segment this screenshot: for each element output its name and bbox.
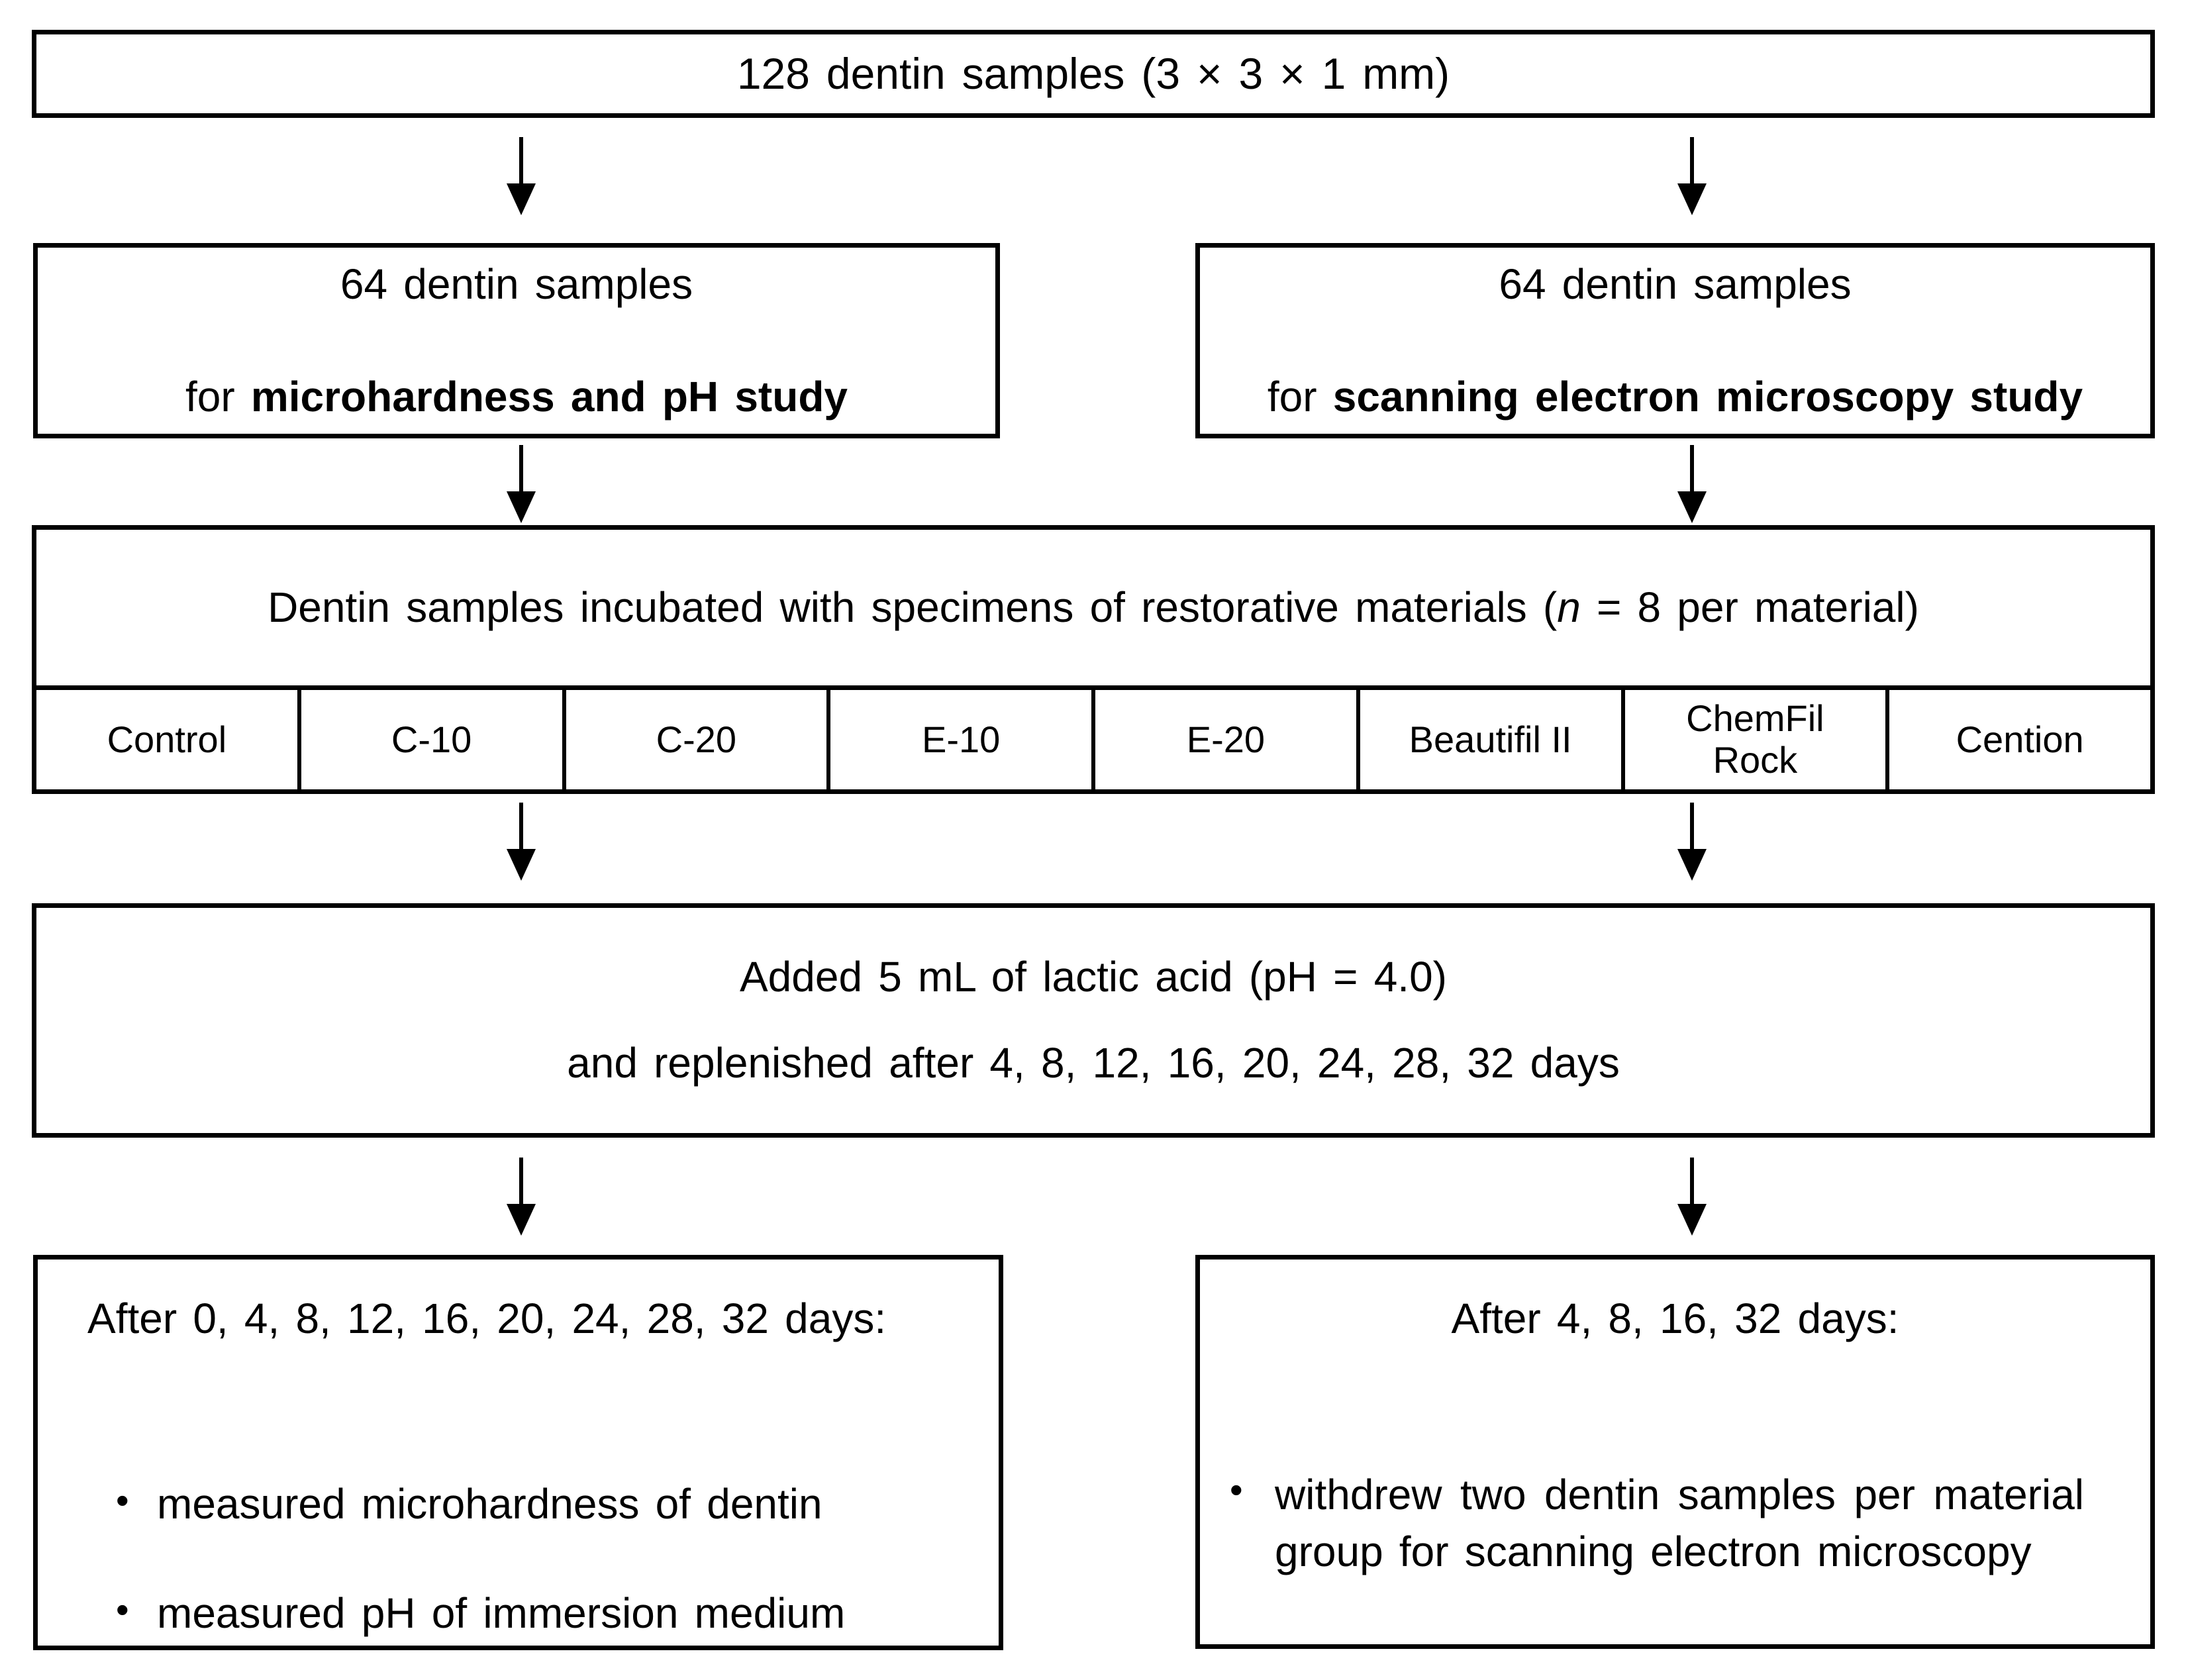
acid-line1: Added 5 mL of lactic acid (pH = 4.0) xyxy=(739,953,1447,1001)
material-cell-chemfil-rock: ChemFil Rock xyxy=(1625,690,1890,789)
outcome-right-bullet-1: withdrew two dentin samples per material… xyxy=(1275,1471,2084,1576)
bullet-icon: • xyxy=(116,1479,129,1521)
arrow-shaft xyxy=(519,1158,523,1204)
lactic-acid-box: Added 5 mL of lactic acid (pH = 4.0) and… xyxy=(32,903,2155,1138)
branch-left-study-name: microhardness and pH study xyxy=(250,372,848,420)
arrow-shaft xyxy=(519,803,523,849)
down-arrow xyxy=(1677,137,1707,215)
branch-right-for: for xyxy=(1267,372,1333,420)
material-cell-c20: C-20 xyxy=(566,690,831,789)
list-item: • measured pH of immersion medium xyxy=(116,1586,959,1641)
branch-right-study-name: scanning electron microscopy study xyxy=(1332,372,2083,420)
microhardness-branch-box: 64 dentin samples for microhardness and … xyxy=(33,243,1000,438)
branch-right-line1: 64 dentin samples xyxy=(1499,260,1852,308)
material-cell-cention: Cention xyxy=(1956,718,2084,760)
material-cell-e20: E-20 xyxy=(1095,690,1360,789)
branch-left-line1: 64 dentin samples xyxy=(340,260,693,308)
down-arrow xyxy=(507,445,536,523)
branch-left-line2: for microhardness and pH study xyxy=(185,373,848,422)
arrow-head xyxy=(507,1204,536,1236)
outcome-left-title: After 0, 4, 8, 12, 16, 20, 24, 28, 32 da… xyxy=(87,1295,887,1342)
arrow-shaft xyxy=(1690,1158,1694,1204)
arrow-shaft xyxy=(1690,445,1694,491)
arrow-head xyxy=(1677,183,1707,215)
incubation-text: Dentin samples incubated with specimens … xyxy=(268,583,1919,632)
arrow-shaft xyxy=(519,445,523,491)
sem-outcome-box: After 4, 8, 16, 32 days: • withdrew two … xyxy=(1195,1255,2155,1649)
arrow-shaft xyxy=(519,137,523,183)
down-arrow xyxy=(1677,803,1707,881)
total-samples-box: 128 dentin samples (3 × 3 × 1 mm) xyxy=(32,30,2155,118)
branch-left-for: for xyxy=(185,372,251,420)
down-arrow xyxy=(507,1158,536,1236)
material-cell-c10: C-10 xyxy=(301,690,566,789)
microhardness-outcome-box: After 0, 4, 8, 12, 16, 20, 24, 28, 32 da… xyxy=(33,1255,1003,1650)
bullet-icon: • xyxy=(1230,1469,1243,1510)
down-arrow xyxy=(1677,445,1707,523)
outcome-right-title: After 4, 8, 16, 32 days: xyxy=(1451,1295,1899,1342)
arrow-head xyxy=(1677,849,1707,881)
arrow-shaft xyxy=(1690,137,1694,183)
materials-row: Control C-10 C-20 E-10 E-20 Beautifil II… xyxy=(32,690,2155,794)
material-cell-beautifil-ii: Beautifil II xyxy=(1360,690,1625,789)
arrow-head xyxy=(507,491,536,523)
down-arrow xyxy=(507,137,536,215)
outcome-left-bullet-2: measured pH of immersion medium xyxy=(157,1589,846,1638)
outcome-left-bullet-1: measured microhardness of dentin xyxy=(157,1480,822,1528)
list-item: • measured microhardness of dentin xyxy=(116,1477,959,1532)
acid-line2: and replenished after 4, 8, 12, 16, 20, … xyxy=(567,1039,1620,1087)
arrow-shaft xyxy=(1690,803,1694,849)
outcome-left-bullet-list: • measured microhardness of dentin • mea… xyxy=(116,1477,959,1641)
sem-branch-box: 64 dentin samples for scanning electron … xyxy=(1195,243,2155,438)
incubation-box: Dentin samples incubated with specimens … xyxy=(32,525,2155,690)
outcome-right-bullet-list: • withdrew two dentin samples per materi… xyxy=(1230,1466,2084,1581)
down-arrow xyxy=(1677,1158,1707,1236)
material-cell-control: Control xyxy=(36,690,301,789)
material-cell-e10: E-10 xyxy=(830,690,1095,789)
incubation-text-post: = 8 per material) xyxy=(1580,583,1919,631)
arrow-head xyxy=(507,183,536,215)
total-samples-text: 128 dentin samples (3 × 3 × 1 mm) xyxy=(736,48,1450,98)
incubation-n-italic: n xyxy=(1557,583,1581,631)
bullet-icon: • xyxy=(116,1589,129,1631)
incubation-text-pre: Dentin samples incubated with specimens … xyxy=(268,583,1558,631)
arrow-head xyxy=(1677,1204,1707,1236)
down-arrow xyxy=(507,803,536,881)
arrow-head xyxy=(1677,491,1707,523)
branch-right-line2: for scanning electron microscopy study xyxy=(1268,373,2083,422)
arrow-head xyxy=(507,849,536,881)
